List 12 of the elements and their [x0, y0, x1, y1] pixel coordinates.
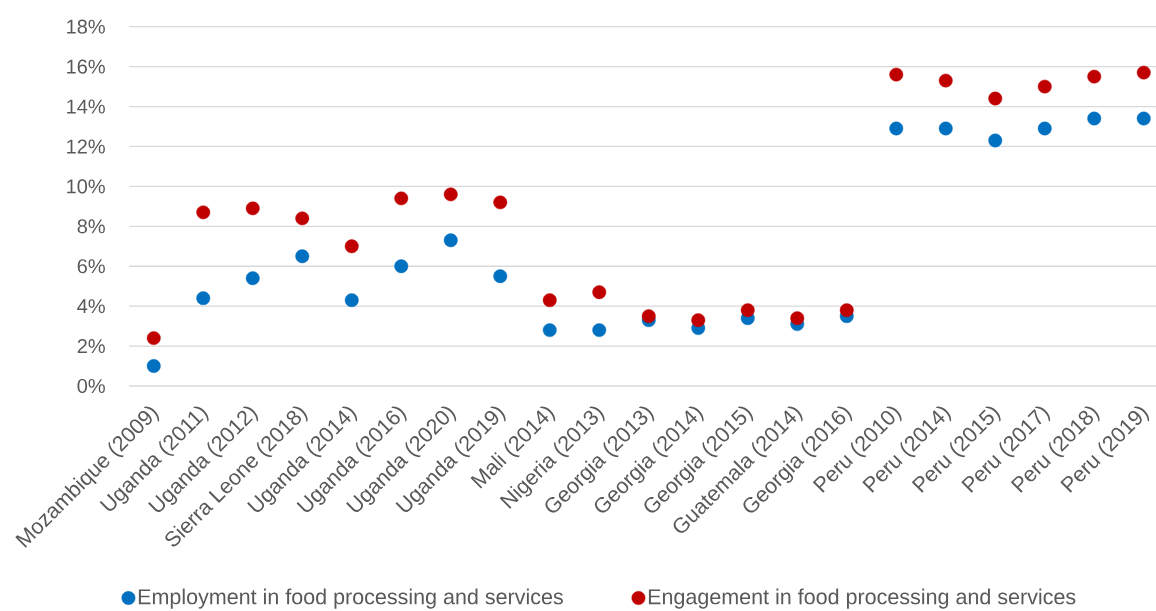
y-tick-label: 6%: [77, 259, 105, 274]
y-tick-label: 10%: [67, 179, 105, 194]
y-tick-label: 0%: [77, 378, 105, 394]
y-tick-label: 16%: [67, 59, 105, 74]
y-tick-label: 8%: [77, 219, 105, 234]
y-tick-label: 2%: [77, 339, 105, 354]
y-tick-label: 14%: [67, 99, 105, 114]
y-tick-label: 12%: [67, 139, 105, 154]
y-tick-label: 18%: [67, 19, 105, 34]
y-tick-label: 4%: [77, 299, 105, 314]
legend-label: Engagement in food processing and services: [648, 588, 1076, 609]
legend-label: Employment in food processing and services: [138, 588, 563, 609]
